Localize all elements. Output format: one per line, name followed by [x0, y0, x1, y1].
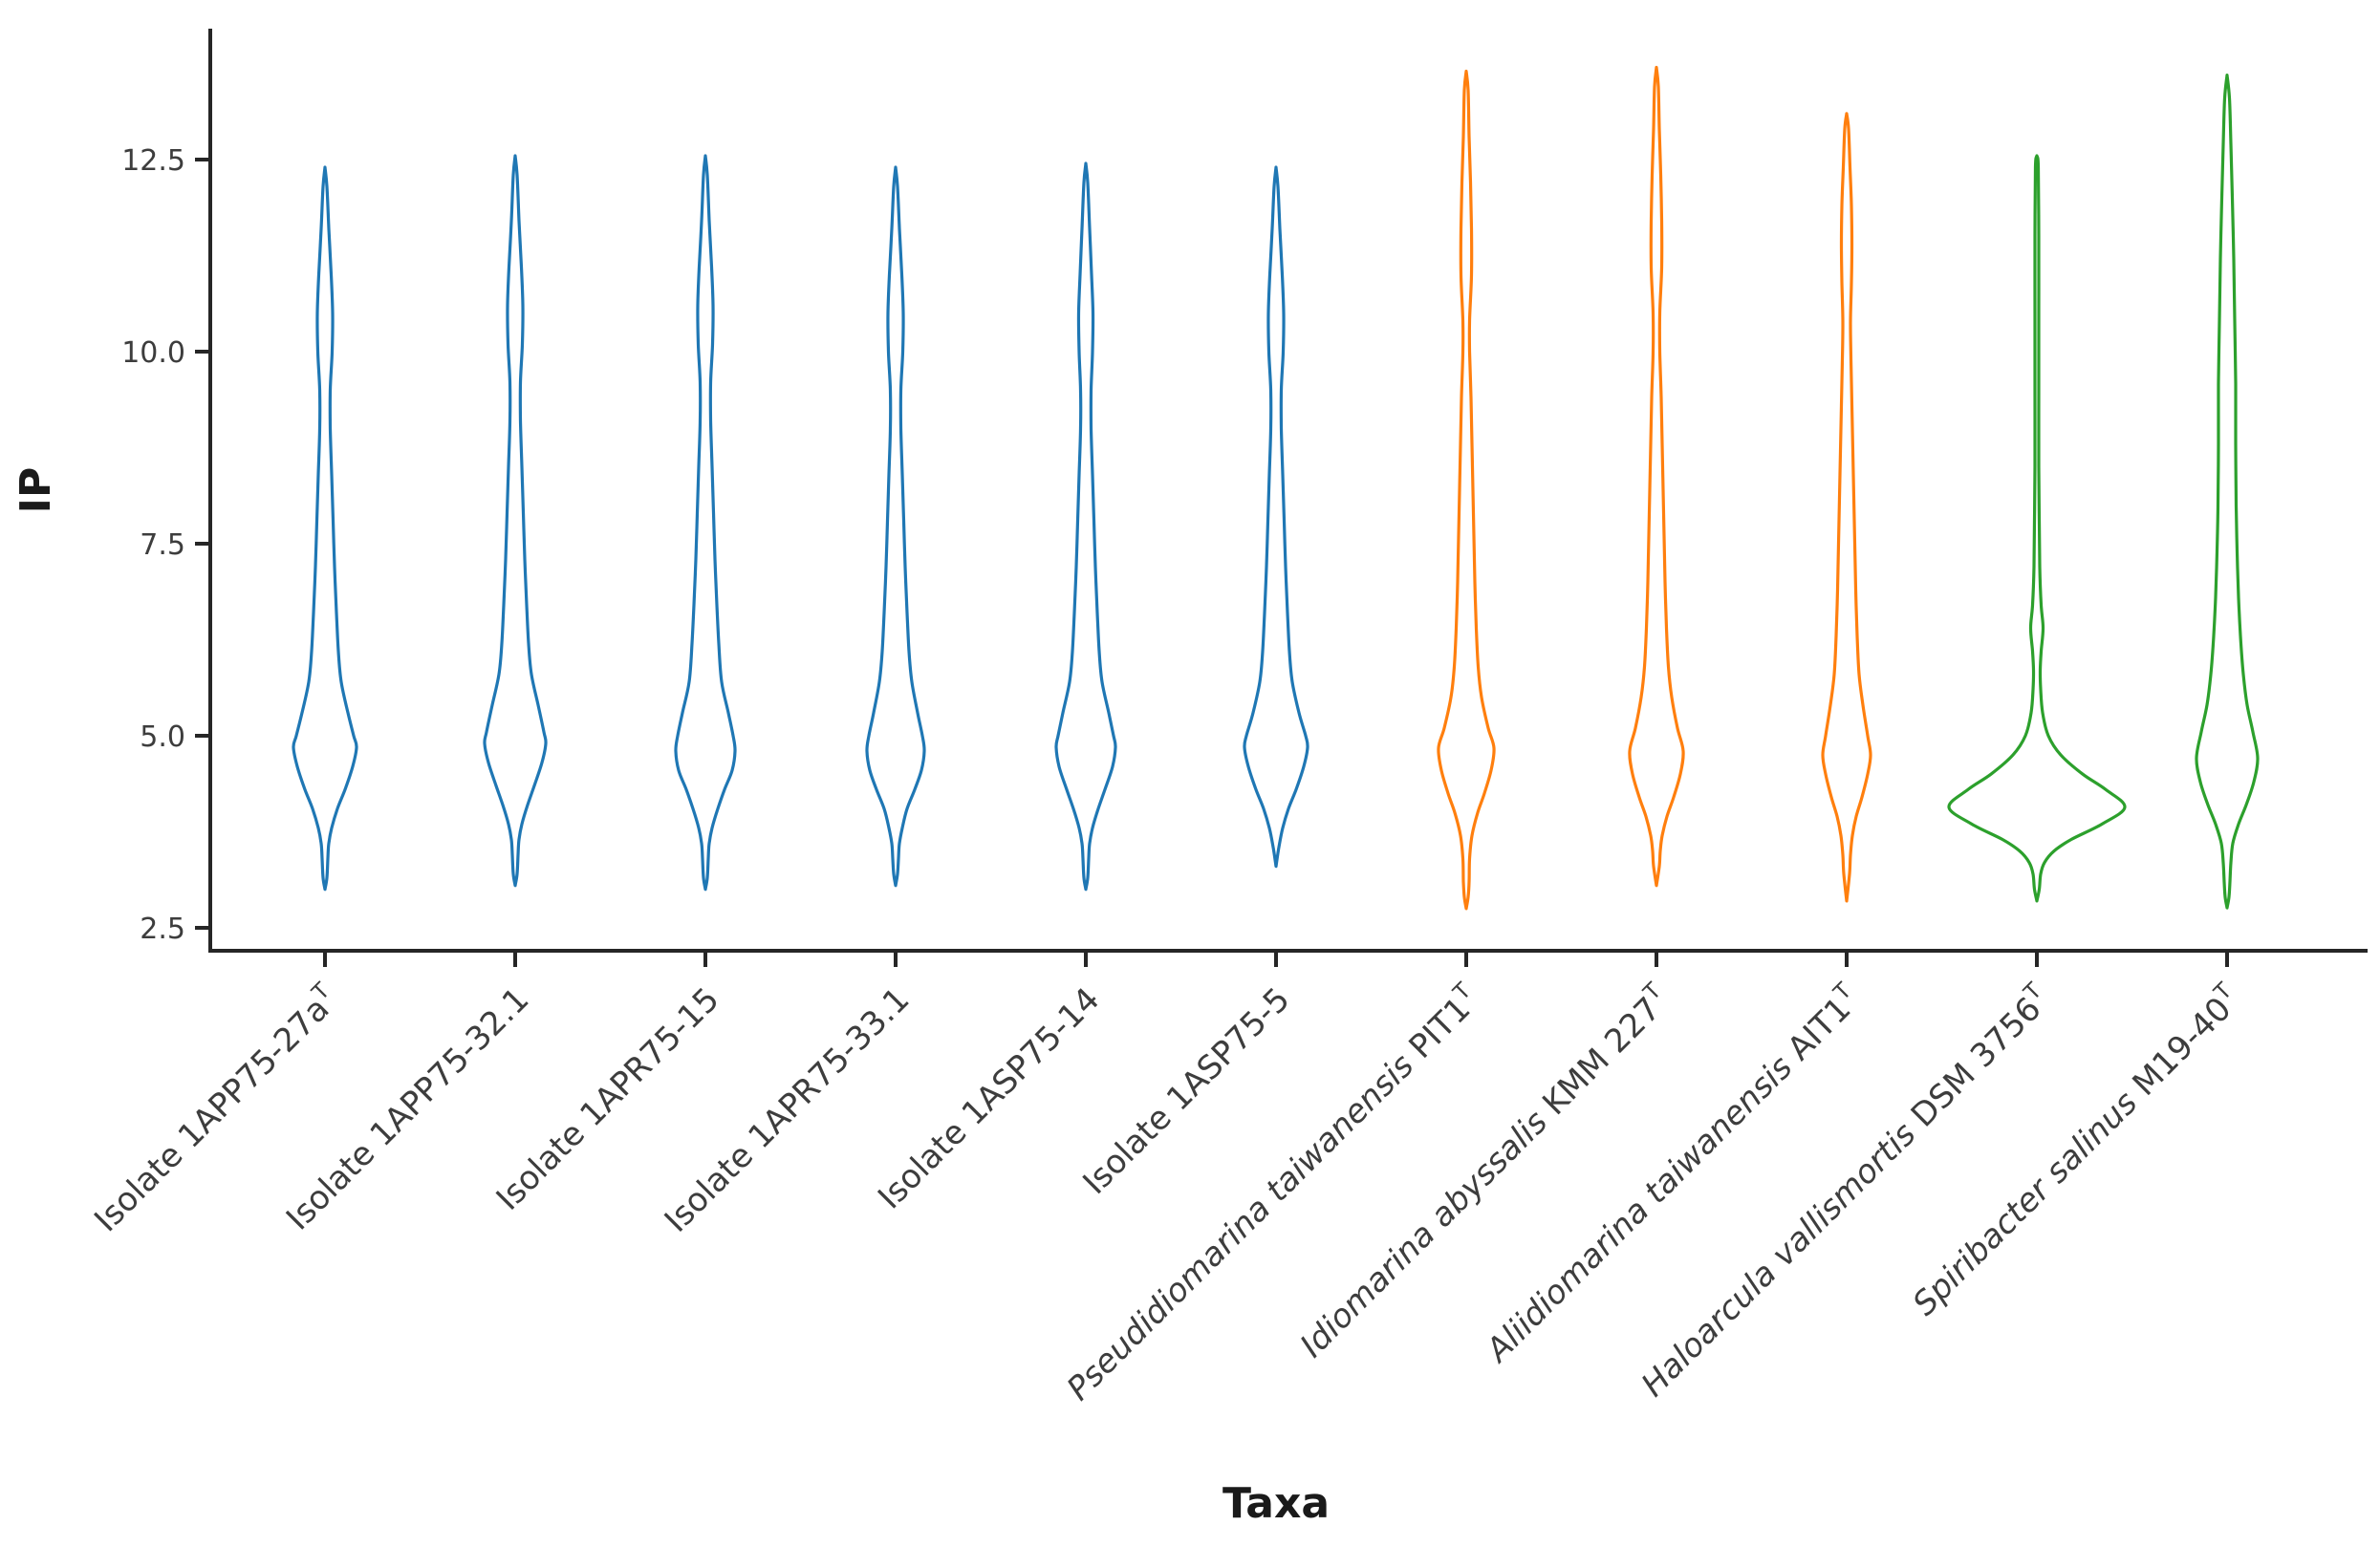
violin-isolate-1ASP75-14: [1054, 161, 1117, 892]
violin-isolate-1ASP75-5: [1243, 165, 1309, 869]
violin-isolate-1APP75-32.1: [483, 154, 548, 888]
violins-group: [292, 65, 2260, 911]
x-tick-label-spiribacter-salinus-M19-40: Spiribacter salinus M19-40T: [1903, 978, 2249, 1323]
x-axis-ticks: [323, 951, 2229, 967]
y-tick-label-2.5: 2.5: [140, 913, 185, 946]
violin-haloarcula-vallismortis-DSM-3756: [1947, 154, 2127, 903]
x-tick-label-idiomarina-abyssalis-KMM-227: Idiomarina abyssalis KMM 227T: [1291, 978, 1678, 1364]
violin-aliidiomarina-taiwanensis-AIT1: [1821, 112, 1872, 903]
x-tick-label-haloarcula-vallismortis-DSM-3756: Haloarcula vallismortis DSM 3756T: [1633, 978, 2060, 1405]
violin-isolate-1APR75-33.1: [865, 165, 926, 888]
violin-spiribacter-salinus-M19-40: [2195, 74, 2260, 910]
y-axis-ticks: 2.5 5.0 7.5 10.0 12.5: [121, 144, 210, 946]
violin-pseudidiomarina-taiwanensis-PIT1: [1437, 69, 1496, 911]
x-axis-title: Taxa: [1222, 1479, 1330, 1528]
x-tick-label-pseudidiomarina-taiwanensis-PIT1: Pseudidiomarina taiwanensis PIT1T: [1058, 978, 1488, 1407]
y-tick-label-10.0: 10.0: [121, 336, 185, 370]
violin-isolate-1APR75-15: [674, 154, 737, 892]
y-tick-label-5.0: 5.0: [140, 720, 185, 754]
x-tick-label-isolate-1ASP75-5: Isolate 1ASP75-5: [1075, 980, 1297, 1202]
violin-idiomarina-abyssalis-KMM-227: [1628, 65, 1685, 888]
violin-isolate-1APP75-27a: [292, 165, 358, 892]
y-tick-label-12.5: 12.5: [121, 144, 185, 178]
y-tick-label-7.5: 7.5: [140, 528, 185, 562]
y-axis-title: IP: [11, 467, 60, 514]
x-tick-label-aliidiomarina-taiwanensis-AIT1: Aliidiomarina taiwanensis AIT1T: [1476, 978, 1869, 1370]
